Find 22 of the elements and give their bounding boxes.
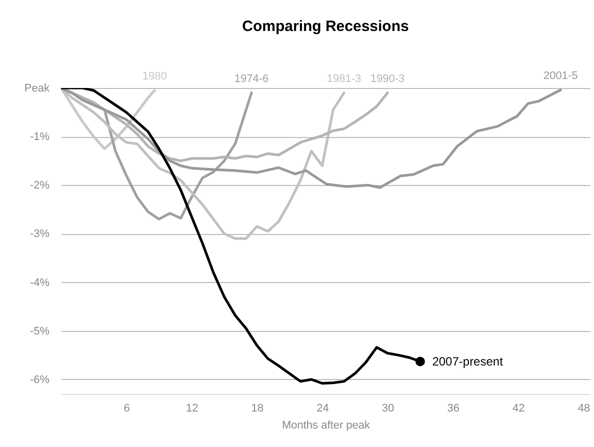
x-tick-label: 42 [512,402,525,414]
series-label: 2007-present [432,354,504,368]
y-tick-label: -6% [30,374,50,386]
x-axis-title: Months after peak [282,420,371,432]
y-tick-label: -1% [30,131,50,144]
x-tick-label: 24 [316,402,329,414]
series-label: 1990-3 [370,72,405,85]
x-tick-label: 12 [186,402,198,414]
x-tick-label: 18 [251,402,264,414]
y-tick-label: -4% [30,276,50,289]
y-tick-label: -5% [30,325,50,338]
y-tick-label: -3% [30,228,50,240]
y-tick-label: -2% [30,180,50,192]
series-label: 1981-3 [326,72,362,85]
x-tick-label: 36 [447,402,460,414]
x-tick-label: 48 [578,402,590,414]
series-label: 1974-6 [234,72,269,85]
y-tick-label: Peak [24,82,50,94]
series-label: 2001-5 [543,70,578,82]
x-tick-label: 6 [124,402,130,414]
x-tick-label: 30 [382,402,394,414]
chart-title: Comparing Recessions [242,18,409,35]
